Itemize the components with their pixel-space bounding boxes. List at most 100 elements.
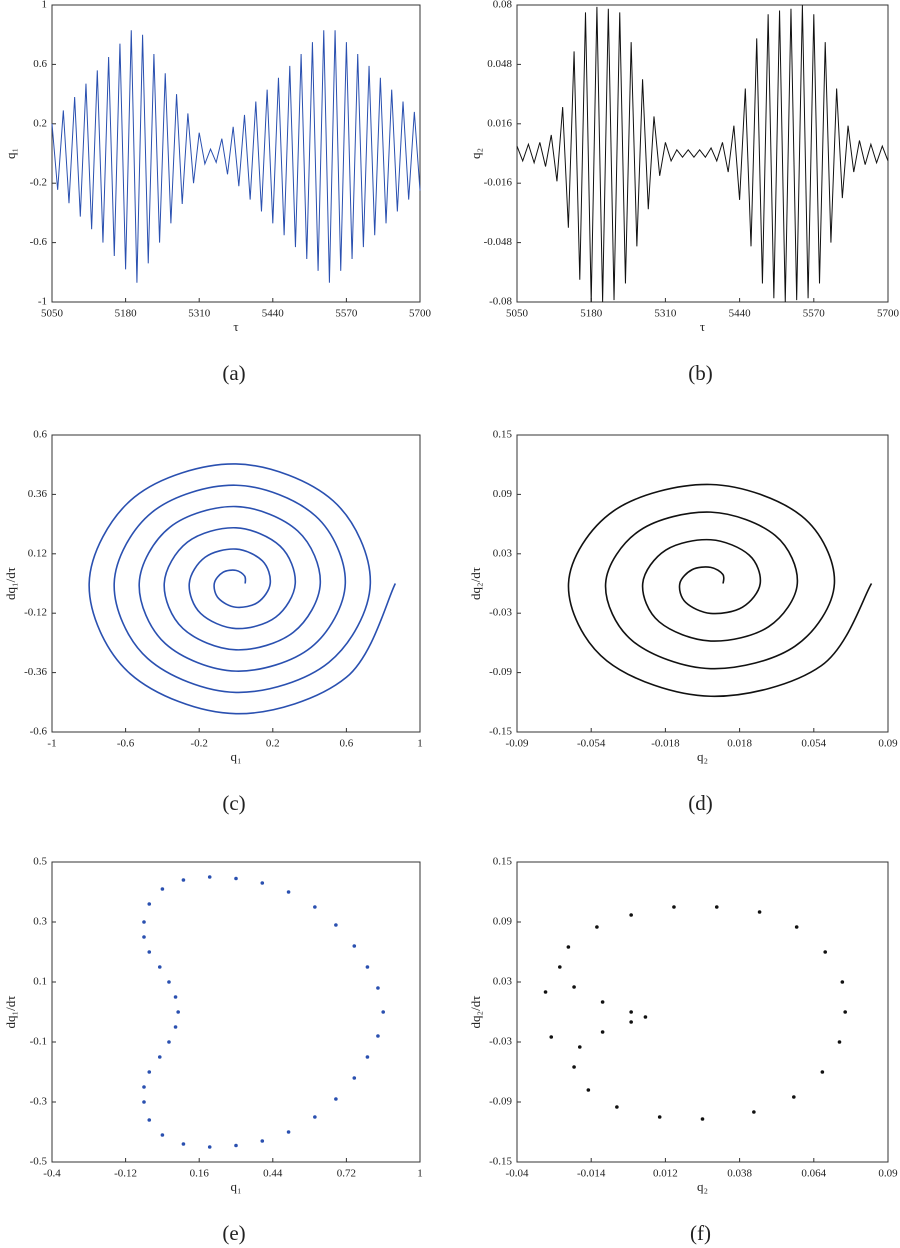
data-point: [381, 1010, 386, 1014]
data-point: [586, 1088, 591, 1092]
panel-caption: (b): [688, 361, 713, 385]
y-tick-label: 0.016: [487, 117, 512, 129]
data-point: [566, 945, 571, 949]
x-tick-label: 5050: [41, 308, 64, 320]
x-tick-label: 5570: [335, 308, 358, 320]
y-tick-label: 0.08: [493, 0, 513, 11]
data-point: [142, 1100, 146, 1104]
data-point: [207, 1145, 212, 1149]
panel-caption: (e): [222, 1221, 245, 1245]
x-axis-label: q₂: [697, 749, 708, 764]
data-point: [549, 1035, 554, 1039]
data-point: [181, 1142, 186, 1146]
data-point: [376, 1034, 380, 1038]
y-axis-label: dq₂/dτ: [468, 996, 483, 1029]
x-tick-label: 0.09: [878, 738, 898, 750]
y-tick-label: -0.1: [30, 1036, 47, 1048]
y-tick-label: 0.3: [33, 916, 47, 928]
y-tick-label: -0.15: [489, 1156, 512, 1168]
x-tick-label: -0.4: [43, 1168, 61, 1180]
data-point: [234, 876, 238, 881]
x-tick-label: -0.04: [506, 1168, 529, 1180]
y-tick-label: -0.3: [30, 1096, 48, 1108]
x-tick-label: -0.014: [577, 1168, 606, 1180]
panel-caption: (a): [222, 361, 245, 385]
y-axis-label: q₁: [3, 148, 18, 159]
data-point: [160, 1133, 165, 1137]
y-tick-label: -0.09: [489, 1096, 512, 1108]
data-point: [837, 1040, 842, 1044]
data-point: [543, 990, 548, 994]
data-point: [376, 986, 380, 990]
data-point: [840, 980, 845, 984]
x-tick-label: 5310: [654, 308, 677, 320]
x-tick-label: 5700: [877, 308, 900, 320]
x-tick-label: 5440: [262, 308, 285, 320]
data-point: [352, 944, 357, 948]
data-point: [657, 1115, 662, 1119]
y-tick-label: -0.03: [489, 607, 512, 619]
y-tick-label: -0.03: [489, 1036, 512, 1048]
plot-frame: [51, 434, 421, 733]
data-point: [147, 1070, 152, 1074]
data-point: [757, 910, 762, 914]
x-tick-label: -0.2: [190, 738, 207, 750]
data-point: [286, 1130, 291, 1134]
data-point: [142, 920, 146, 924]
y-tick-label: -0.08: [489, 296, 512, 308]
data-line: [516, 4, 889, 303]
data-point: [629, 913, 633, 917]
y-tick-label: 0.03: [493, 547, 513, 559]
data-point: [365, 1055, 370, 1059]
y-tick-label: -0.2: [30, 177, 47, 189]
y-tick-label: -0.6: [30, 236, 48, 248]
x-axis-label: q₁: [230, 749, 241, 764]
plot-frame: [51, 861, 421, 1163]
data-point: [752, 1110, 756, 1114]
data-point: [334, 1097, 338, 1101]
data-point: [173, 1025, 178, 1029]
x-tick-label: 0.72: [337, 1168, 356, 1180]
y-tick-label: 1: [42, 0, 48, 11]
data-point: [181, 878, 186, 882]
data-point: [260, 881, 265, 885]
x-tick-label: 5180: [580, 308, 603, 320]
x-tick-label: 0.16: [190, 1168, 210, 1180]
plot-frame: [51, 4, 421, 303]
plot-frame: [516, 4, 889, 303]
y-tick-label: 0.5: [33, 856, 47, 868]
y-tick-label: -0.15: [489, 726, 512, 738]
y-tick-label: -0.12: [24, 607, 47, 619]
y-axis-label: dq₁/dτ: [3, 996, 18, 1029]
data-point: [700, 1117, 705, 1121]
x-axis-label: τ: [233, 319, 238, 334]
data-point: [843, 1010, 847, 1014]
data-point: [157, 965, 162, 969]
y-tick-label: -0.016: [484, 177, 513, 189]
y-axis-label: dq₁/dτ: [3, 567, 18, 600]
x-tick-label: 5700: [409, 308, 432, 320]
data-point: [313, 905, 317, 909]
data-point: [577, 1045, 582, 1049]
x-tick-label: -1: [47, 738, 56, 750]
data-point: [714, 905, 719, 909]
data-point: [142, 935, 146, 939]
x-tick-label: 5050: [506, 308, 529, 320]
data-point: [572, 1065, 576, 1069]
y-tick-label: -0.048: [484, 236, 513, 248]
y-tick-label: -0.5: [30, 1156, 48, 1168]
x-tick-label: 0.012: [653, 1168, 678, 1180]
data-point: [142, 1085, 146, 1089]
x-axis-label: q₁: [230, 1179, 241, 1194]
data-point: [207, 875, 212, 879]
x-tick-label: 5440: [729, 308, 752, 320]
y-tick-label: 0.2: [33, 117, 47, 129]
x-tick-label: 0.6: [340, 738, 354, 750]
y-axis-label: dq₂/dτ: [468, 567, 483, 600]
data-point: [167, 1040, 171, 1044]
x-tick-label: 0.2: [266, 738, 280, 750]
data-point: [176, 1010, 180, 1014]
x-tick-label: 1: [417, 1168, 423, 1180]
data-point: [313, 1115, 317, 1119]
